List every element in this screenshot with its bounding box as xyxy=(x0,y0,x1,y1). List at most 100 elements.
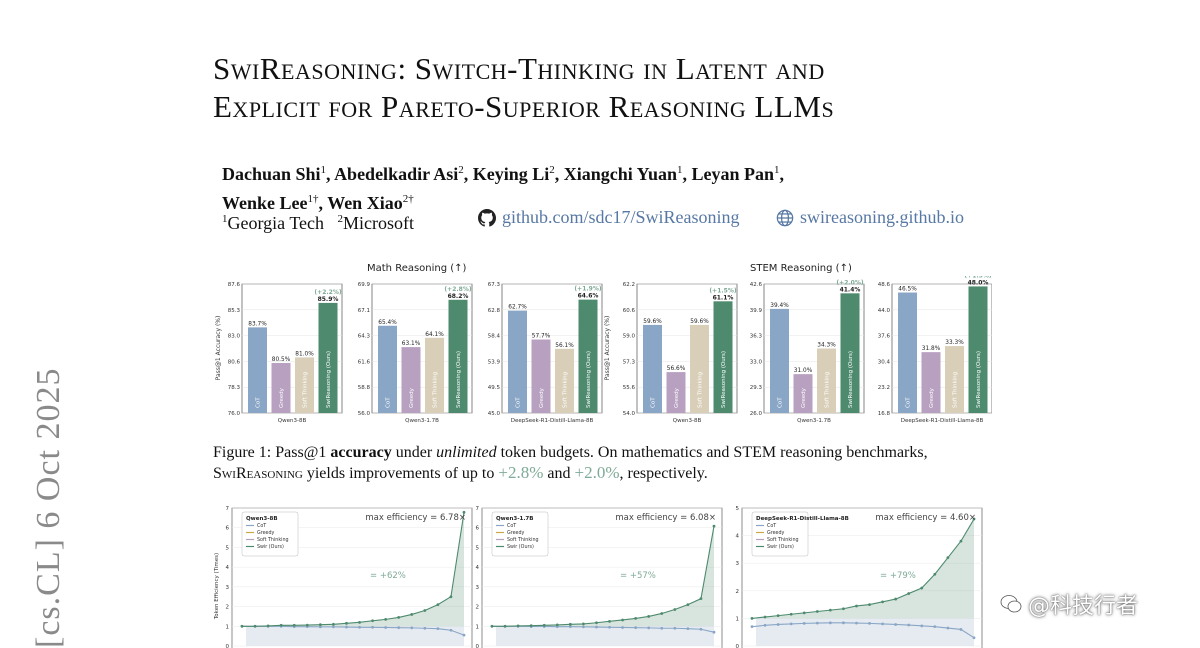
bar-category-label: SwiReasoning (Ours) xyxy=(586,351,592,408)
swir-line-point xyxy=(828,608,832,612)
y-tick-label: 62.2 xyxy=(623,282,635,288)
bar xyxy=(921,352,941,413)
author-affil-mark: 1 xyxy=(320,164,327,176)
cot-line-point xyxy=(776,623,780,626)
y-tick-label: 30.4 xyxy=(878,359,891,365)
bar-value-label: 64.1% xyxy=(425,332,444,338)
math-group-title: Math Reasoning (↑) xyxy=(367,263,467,274)
bar-value-label: 57.7% xyxy=(532,334,551,340)
legend-label: CoT xyxy=(507,523,516,529)
legend-label: Greedy xyxy=(507,530,525,536)
swir-gain-area xyxy=(242,512,464,627)
y-tick-label: 4 xyxy=(226,565,230,571)
website-link[interactable]: swireasoning.github.io xyxy=(776,207,964,228)
bar-category-label: Greedy xyxy=(279,387,285,408)
cot-line-point xyxy=(802,621,806,625)
y-tick-label: 3 xyxy=(226,585,230,591)
y-tick-label: 33.0 xyxy=(750,359,763,365)
y-tick-label: 42.6 xyxy=(750,282,763,288)
y-tick-label: 7 xyxy=(226,506,230,512)
affil-microsoft: Microsoft xyxy=(343,213,415,233)
swir-line-point xyxy=(410,613,414,616)
cot-line-point xyxy=(789,622,793,626)
y-tick-label: 67.3 xyxy=(488,282,501,288)
y-tick-label: 54.0 xyxy=(623,411,636,417)
y-tick-label: 56.0 xyxy=(358,411,371,417)
bar-value-label: 83.7% xyxy=(248,321,267,327)
bar xyxy=(817,348,836,413)
max-efficiency-label: max efficiency = 4.60× xyxy=(875,513,976,523)
github-link[interactable]: github.com/sdc17/SwiReasoning xyxy=(478,207,740,228)
author-sep: , xyxy=(326,164,335,184)
swir-line-point xyxy=(555,623,559,627)
bar-value-label: 68.2% xyxy=(448,293,469,300)
cot-line-point xyxy=(828,621,832,625)
bar xyxy=(318,302,338,413)
cot-line-point xyxy=(946,626,950,630)
bar xyxy=(690,324,709,413)
caption-text: under xyxy=(391,444,437,461)
y-tick-label: 44.0 xyxy=(878,308,891,314)
y-tick-label: 36.3 xyxy=(750,334,763,340)
cot-line-point xyxy=(318,625,322,629)
cot-line-point xyxy=(621,626,624,629)
bar-panel: 76.0 78.3 80.6 83.0 85.3 87.6 83.7% CoT 80.5% Gre… xyxy=(228,282,343,424)
swir-line-point xyxy=(279,623,283,627)
y-tick-label: 1 xyxy=(226,624,230,630)
y-tick-label: 1 xyxy=(476,624,480,630)
cot-line-point xyxy=(568,625,572,629)
author-name: Wen Xiao xyxy=(327,193,403,213)
y-tick-label: 3 xyxy=(476,585,480,591)
author-name: Keying Li xyxy=(472,164,550,184)
legend-label: Soft Thinking xyxy=(507,537,539,543)
cot-line-point xyxy=(933,625,937,629)
caption-text: and xyxy=(543,465,575,482)
caption-text: token budgets. On mathematics and STEM r… xyxy=(496,444,928,461)
y-tick-label: 62.8 xyxy=(488,308,501,314)
legend-title: DeepSeek-R1-Distill-Llama-8B xyxy=(756,516,849,522)
bar-category-label: Greedy xyxy=(674,387,680,408)
swir-line-point xyxy=(608,619,611,623)
swir-line-point xyxy=(318,623,322,627)
swir-line-point xyxy=(686,603,690,606)
github-icon xyxy=(478,208,496,227)
max-efficiency-label: max efficiency = 6.78× xyxy=(365,513,466,523)
legend-label: CoT xyxy=(257,523,266,529)
watermark: @科技行者 xyxy=(1000,588,1138,620)
swir-line-point xyxy=(920,586,924,590)
bar-value-label: 33.3% xyxy=(945,340,964,346)
bar-panel: 26.0 29.3 33.0 36.3 39.9 42.6 39.4% CoT 31.0% Gre… xyxy=(750,279,865,424)
bar xyxy=(578,299,598,413)
bar-category-label: SwiReasoning (Ours) xyxy=(456,351,462,408)
cot-line-point xyxy=(397,626,401,630)
figure-1-caption: Figure 1: Pass@1 accuracy under unlimite… xyxy=(213,443,993,484)
swir-line-point xyxy=(634,617,638,620)
cot-line xyxy=(492,625,715,633)
swir-gain-area xyxy=(752,519,974,619)
cot-line-point xyxy=(763,623,767,627)
expected-efficiency-gain: = +79% xyxy=(880,571,916,581)
swir-line-point xyxy=(673,608,677,611)
gain-label: (+2.2%) xyxy=(314,289,341,296)
y-axis-label: Token Efficiency (Times) xyxy=(214,553,220,620)
swir-line-point xyxy=(881,600,884,604)
y-tick-label: 69.9 xyxy=(358,282,371,288)
bar-panel: 16.8 23.2 30.4 37.6 44.0 48.6 46.5% CoT 31.8% Gre… xyxy=(878,276,992,424)
swir-line-point xyxy=(371,619,374,623)
author-list: Dachuan Shi1, Abedelkadir Asi2, Keying L… xyxy=(222,158,784,216)
y-tick-label: 48.6 xyxy=(878,282,891,288)
y-tick-label: 23.2 xyxy=(878,385,890,391)
y-tick-label: 29.3 xyxy=(750,385,763,391)
swir-line-point xyxy=(436,603,440,606)
y-tick-label: 61.6 xyxy=(358,359,371,365)
swir-line-point xyxy=(933,572,937,576)
x-axis-label: DeepSeek-R1-Distill-Llama-8B xyxy=(901,418,984,424)
efficiency-panel: 0 1 2 3 4 5 DeepSeek-R1-Distill-Llama-8BCoTGre… xyxy=(736,506,983,648)
y-tick-label: 85.3 xyxy=(228,308,241,314)
legend-label: CoT xyxy=(767,523,776,529)
cot-line-point xyxy=(855,621,858,625)
swir-line-point xyxy=(802,611,806,615)
bar-category-label: Soft Thinking xyxy=(698,372,704,408)
